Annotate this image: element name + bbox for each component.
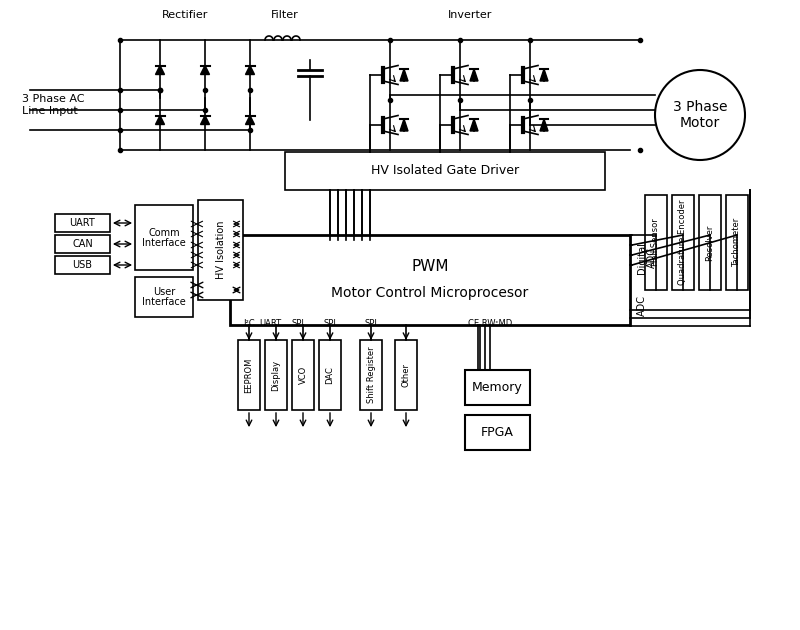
Bar	[292, 340, 314, 410]
Bar	[285, 152, 605, 190]
Polygon shape	[201, 66, 210, 74]
Bar	[55, 214, 110, 232]
Bar	[395, 340, 417, 410]
Text: Motor Control Microprocesor: Motor Control Microprocesor	[331, 287, 529, 301]
Bar	[55, 256, 110, 274]
Bar	[135, 205, 193, 270]
Text: Tachometer: Tachometer	[733, 218, 742, 267]
Polygon shape	[201, 115, 210, 125]
Bar	[672, 195, 694, 290]
Bar	[699, 195, 721, 290]
Bar	[465, 415, 530, 450]
Text: 3 Phase AC
Line Input: 3 Phase AC Line Input	[22, 94, 85, 116]
Bar	[726, 195, 748, 290]
Text: HV Isolated Gate Driver: HV Isolated Gate Driver	[371, 164, 519, 178]
Bar	[465, 370, 530, 405]
Bar	[230, 235, 630, 325]
Text: Digital: Digital	[637, 242, 647, 274]
Bar	[135, 277, 193, 317]
Text: User: User	[153, 287, 175, 297]
Polygon shape	[400, 69, 408, 81]
Text: I²C: I²C	[243, 319, 255, 328]
Text: CE RWᶜMD: CE RWᶜMD	[468, 319, 512, 328]
Text: PWM: PWM	[411, 259, 449, 274]
Polygon shape	[246, 115, 254, 125]
Bar	[265, 340, 287, 410]
Text: UART: UART	[259, 319, 281, 328]
Text: Quadrature Encoder: Quadrature Encoder	[678, 200, 687, 285]
Bar	[238, 340, 260, 410]
Text: Resolver: Resolver	[706, 224, 714, 261]
Polygon shape	[540, 69, 548, 81]
Polygon shape	[400, 119, 408, 131]
Text: HV Isolation: HV Isolation	[215, 220, 226, 279]
Text: VCO: VCO	[298, 366, 307, 384]
Text: USB: USB	[73, 260, 93, 270]
Text: Other: Other	[402, 363, 410, 387]
Polygon shape	[540, 119, 548, 131]
Text: SPI: SPI	[291, 319, 305, 328]
Text: Display: Display	[271, 360, 281, 391]
Text: UART: UART	[70, 218, 95, 228]
Bar	[360, 340, 382, 410]
Text: CAN: CAN	[72, 239, 93, 249]
Text: Inverter: Inverter	[448, 10, 492, 20]
Text: 3 Phase
Motor: 3 Phase Motor	[673, 100, 727, 130]
Polygon shape	[470, 69, 478, 81]
Text: DAC: DAC	[326, 366, 334, 384]
Bar	[198, 200, 243, 300]
Text: SPI: SPI	[365, 319, 378, 328]
Text: Rectifier: Rectifier	[162, 10, 208, 20]
Polygon shape	[246, 66, 254, 74]
Text: EEPROM: EEPROM	[245, 357, 254, 392]
Text: ADC: ADC	[647, 248, 657, 268]
Text: Hall Sensor: Hall Sensor	[651, 219, 661, 266]
Text: Memory: Memory	[472, 381, 523, 394]
Text: Comm: Comm	[148, 227, 180, 238]
Text: Shift Register: Shift Register	[366, 346, 375, 403]
Bar	[645, 195, 667, 290]
Polygon shape	[470, 119, 478, 131]
Text: Filter: Filter	[271, 10, 299, 20]
Polygon shape	[155, 115, 165, 125]
Bar	[55, 235, 110, 253]
Text: ADC: ADC	[637, 294, 647, 316]
Text: SPI: SPI	[323, 319, 337, 328]
Text: Interface: Interface	[142, 238, 186, 248]
Text: Interface: Interface	[142, 297, 186, 307]
Text: FPGA: FPGA	[481, 426, 514, 439]
Bar	[319, 340, 341, 410]
Polygon shape	[155, 66, 165, 74]
